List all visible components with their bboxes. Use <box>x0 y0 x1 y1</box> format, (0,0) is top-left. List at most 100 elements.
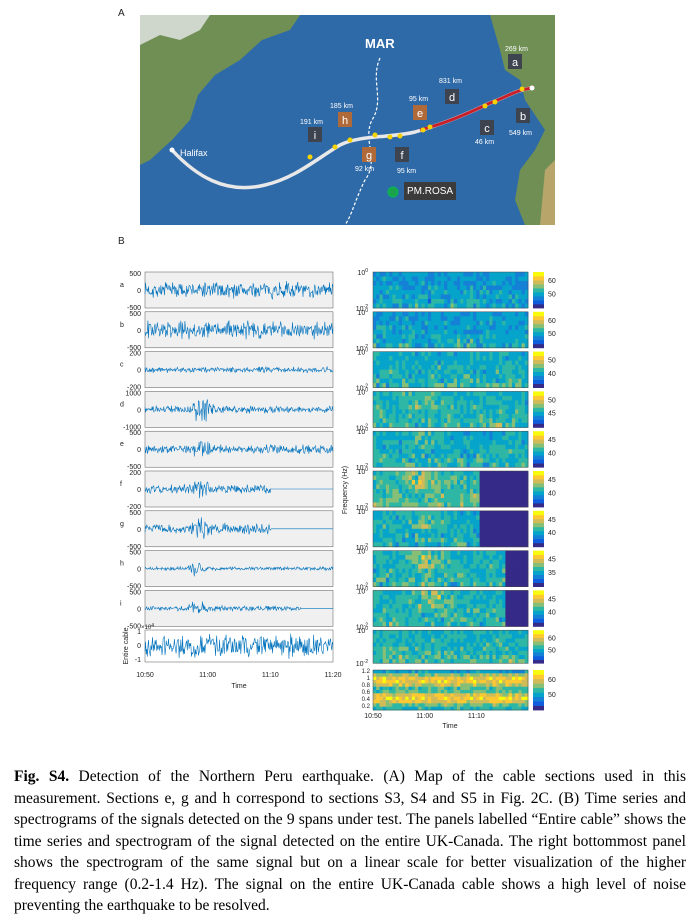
spectrogram-cell <box>382 603 387 609</box>
plot-frame <box>372 430 529 468</box>
spectrogram-cell <box>511 594 516 600</box>
spectrogram-cell <box>385 431 390 437</box>
plot-frame <box>372 271 529 309</box>
spectrogram-cell <box>466 378 471 384</box>
spectrogram-cell <box>398 444 403 450</box>
spectrogram-cell <box>466 659 471 664</box>
spectrogram-cell <box>402 449 406 455</box>
spectrogram-cell <box>447 453 451 459</box>
colorbar-segment <box>533 447 544 452</box>
spectrogram-cell <box>508 285 513 291</box>
spectrogram-cell <box>373 680 377 684</box>
spectrogram-cell <box>437 290 442 295</box>
spectrogram-cell <box>395 369 400 375</box>
spectrogram-cell <box>385 638 390 643</box>
spectrogram-cell <box>434 568 438 574</box>
spectrogram-cell <box>373 294 377 300</box>
spectrogram-cell <box>421 334 425 340</box>
spectrogram-cell <box>466 409 471 415</box>
spectrogram-cell <box>385 400 390 406</box>
spectrogram-cell <box>418 378 422 384</box>
spectrogram-cell <box>411 462 416 468</box>
spectrogram-cell <box>376 528 380 534</box>
spectrogram-cell <box>440 555 445 560</box>
spectrogram-cell <box>382 365 387 370</box>
spectrogram-cell <box>489 642 493 648</box>
spectrogram-cell <box>440 444 445 450</box>
spectrogram-cell <box>476 493 480 499</box>
spectrogram-cell <box>463 281 467 286</box>
spectrogram-cell <box>453 524 458 530</box>
spectrogram-cell <box>408 453 413 459</box>
spectrogram-cell <box>408 316 413 322</box>
spectrogram-cell <box>405 555 409 560</box>
spectrogram-cell <box>453 395 458 401</box>
spectrogram-cell <box>450 281 455 286</box>
spectrogram-cell <box>418 276 422 282</box>
spectrogram-cell <box>431 670 435 674</box>
spectrogram-cell <box>450 537 455 543</box>
spectrogram-cell <box>373 285 377 291</box>
spectrogram-cell <box>373 555 377 560</box>
colorbar-segment <box>533 610 544 615</box>
spectrogram-cell <box>405 462 409 468</box>
spectrogram-cell <box>479 683 484 687</box>
spectrogram-cell <box>502 634 506 639</box>
spectrogram-cell <box>505 493 509 499</box>
y-tick-label: -500 <box>127 464 141 471</box>
spectrogram-cell <box>450 612 455 618</box>
spectrogram-cell <box>411 515 416 521</box>
spectrogram-cell <box>376 502 380 508</box>
spectrogram-cell <box>463 493 467 499</box>
spectrogram-cell <box>498 299 503 304</box>
section-id: d <box>449 92 455 104</box>
spectrogram-cell <box>385 329 390 335</box>
spectrogram-cell <box>505 383 509 388</box>
spectrogram-cell <box>437 638 442 643</box>
spectrogram-cell <box>437 555 442 560</box>
spectrogram-cell <box>418 449 422 455</box>
spectrogram-cell <box>373 493 377 499</box>
spectrogram-cell <box>505 670 509 674</box>
colorbar-tick-label: 50 <box>548 358 556 365</box>
spectrogram-cell <box>408 642 413 648</box>
spectrogram-cell <box>466 471 471 476</box>
spectrogram-cell <box>508 542 513 548</box>
spectrogram-cell <box>411 630 416 635</box>
spectrogram-cell <box>431 458 435 464</box>
spectrogram-cell <box>395 431 400 437</box>
spectrogram-cell <box>382 338 387 344</box>
section-id: c <box>484 123 490 135</box>
spectrogram-cell <box>515 453 519 459</box>
spectrogram-cell <box>392 378 396 384</box>
spectrogram-cell <box>457 285 461 291</box>
spectrogram-cell <box>515 422 519 428</box>
spectrogram-cell <box>505 524 509 530</box>
spectrogram-cell <box>434 343 438 349</box>
spectrogram-cell <box>515 369 519 375</box>
spectrogram-cell <box>415 568 419 574</box>
spectrogram-cell <box>411 621 416 627</box>
spectrogram-cell <box>463 489 467 494</box>
spectrogram-cell <box>453 696 458 701</box>
spectrogram-cell <box>395 449 400 455</box>
spectrogram-cell <box>486 365 490 370</box>
spectrogram-cell <box>434 475 438 481</box>
spectrogram-cell <box>511 519 516 525</box>
spectrogram-cell <box>415 537 419 543</box>
spectrogram-cell <box>466 568 471 574</box>
spectrogram-cell <box>473 655 477 660</box>
spectrogram-cell <box>437 630 442 635</box>
spectrogram-cell <box>492 537 497 543</box>
spectrogram-cell <box>508 369 513 375</box>
spectrogram-cell <box>486 493 490 499</box>
spectrogram-cell <box>492 404 497 410</box>
y-tick-label: 100 <box>357 547 368 556</box>
spectrogram-cell <box>447 418 451 424</box>
spectrogram-cell <box>498 444 503 450</box>
spectrogram-cell <box>505 498 509 503</box>
spectrogram-cell <box>457 369 461 375</box>
spectrogram-cell <box>521 690 526 694</box>
spectrogram-cell <box>437 484 442 490</box>
spectrogram-cell <box>463 655 467 660</box>
